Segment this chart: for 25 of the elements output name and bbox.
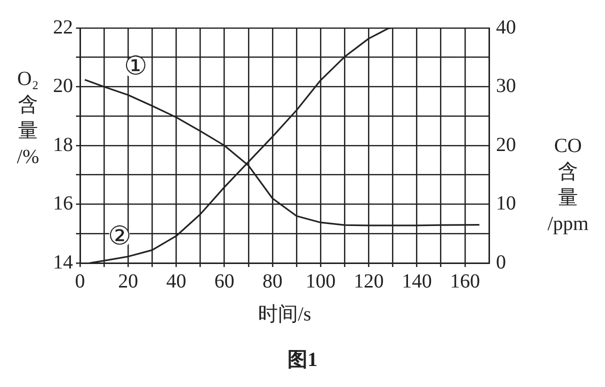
y2-tick-label: 30 bbox=[496, 75, 516, 97]
x-tick-label: 40 bbox=[166, 270, 186, 292]
annotation: ② bbox=[108, 222, 131, 251]
x-tick-label: 60 bbox=[214, 270, 234, 292]
y2-tick-label: 10 bbox=[496, 192, 516, 214]
y-tick-label: 14 bbox=[53, 251, 73, 274]
x-axis-title: 时间/s bbox=[258, 303, 312, 326]
x-tick-label: 100 bbox=[306, 270, 336, 292]
y2-tick-label: 40 bbox=[496, 16, 516, 38]
x-tick-label: 20 bbox=[118, 270, 138, 292]
y-tick-label: 16 bbox=[53, 192, 73, 214]
x-tick-label: 160 bbox=[450, 270, 480, 292]
y2-tick-label: 0 bbox=[496, 251, 506, 274]
x-tick-label: 120 bbox=[354, 270, 384, 292]
x-tick-label: 140 bbox=[402, 270, 432, 292]
x-tick-label: 0 bbox=[75, 270, 85, 292]
x-tick-label: 80 bbox=[262, 270, 282, 292]
y2-tick-label: 20 bbox=[496, 134, 516, 156]
y-axis-title: O₂含量/% bbox=[16, 67, 40, 170]
y-tick-label: 18 bbox=[53, 134, 73, 156]
annotation: ① bbox=[124, 51, 147, 80]
y-tick-label: 22 bbox=[53, 16, 73, 38]
caption: 图1 bbox=[286, 348, 318, 373]
y-tick-label: 20 bbox=[53, 75, 73, 97]
y2-axis-title: CO含量/ppm bbox=[546, 134, 590, 237]
